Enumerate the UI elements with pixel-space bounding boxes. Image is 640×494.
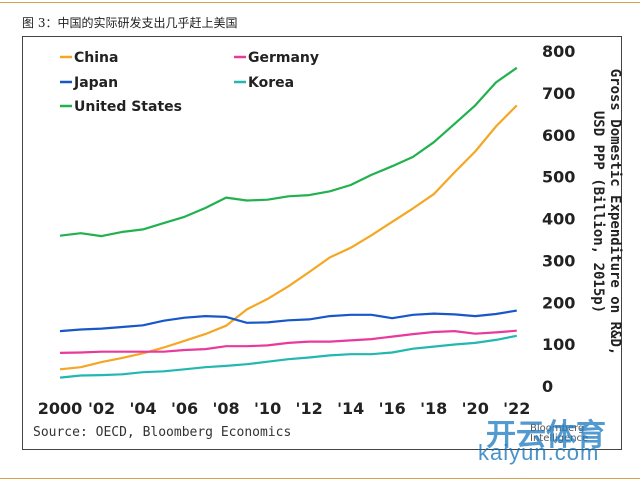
x-tick-label: '14: [337, 399, 364, 418]
y-tick-label: 400: [542, 210, 575, 229]
series-line-japan: [59, 309, 517, 333]
x-tick-label: '12: [296, 399, 323, 418]
y-tick-label: 100: [542, 335, 575, 354]
source-note: Source: OECD, Bloomberg Economics: [33, 425, 292, 440]
legend-label: Germany: [248, 50, 319, 66]
top-rule: [0, 2, 640, 3]
figure-caption: 图 3：中国的实际研发支出几乎赶上美国: [22, 16, 238, 30]
watermark-url: kaiyun.com: [478, 440, 600, 465]
y-tick-label: 300: [542, 251, 575, 270]
series-line-united-states: [59, 66, 518, 238]
x-tick-label: '16: [379, 399, 406, 418]
legend-label: United States: [74, 99, 182, 115]
y-axis-title: Gross Domestic Expenditure on R&D,USD PP…: [590, 69, 623, 356]
x-tick-label: '22: [503, 399, 530, 418]
bottom-rule: [0, 478, 640, 479]
x-tick-label: '04: [129, 399, 156, 418]
series-line-china: [59, 104, 518, 371]
legend-label: Japan: [73, 75, 118, 91]
x-tick-label: '06: [171, 399, 198, 418]
series-line-korea: [59, 334, 518, 379]
x-tick-label: '20: [462, 399, 489, 418]
y-tick-label: 600: [542, 126, 575, 145]
y-tick-label: 500: [542, 168, 575, 187]
watermark-cn: 开云体育: [486, 418, 606, 453]
legend-label: Korea: [248, 75, 294, 91]
bloomberg-intelligence-logo: Bloomberg Intelligence: [530, 423, 589, 444]
x-tick-label: '18: [420, 399, 447, 418]
x-tick-label: 2000: [38, 399, 83, 418]
chart-frame: [22, 36, 622, 450]
series-line-germany: [59, 329, 517, 354]
x-tick-label: '10: [254, 399, 281, 418]
y-tick-label: 700: [542, 84, 575, 103]
x-tick-label: '08: [213, 399, 240, 418]
y-tick-label: 800: [542, 42, 575, 61]
y-tick-label: 200: [542, 293, 575, 312]
legend-label: China: [74, 50, 118, 66]
y-tick-label: 0: [542, 377, 553, 396]
x-tick-label: '02: [88, 399, 115, 418]
